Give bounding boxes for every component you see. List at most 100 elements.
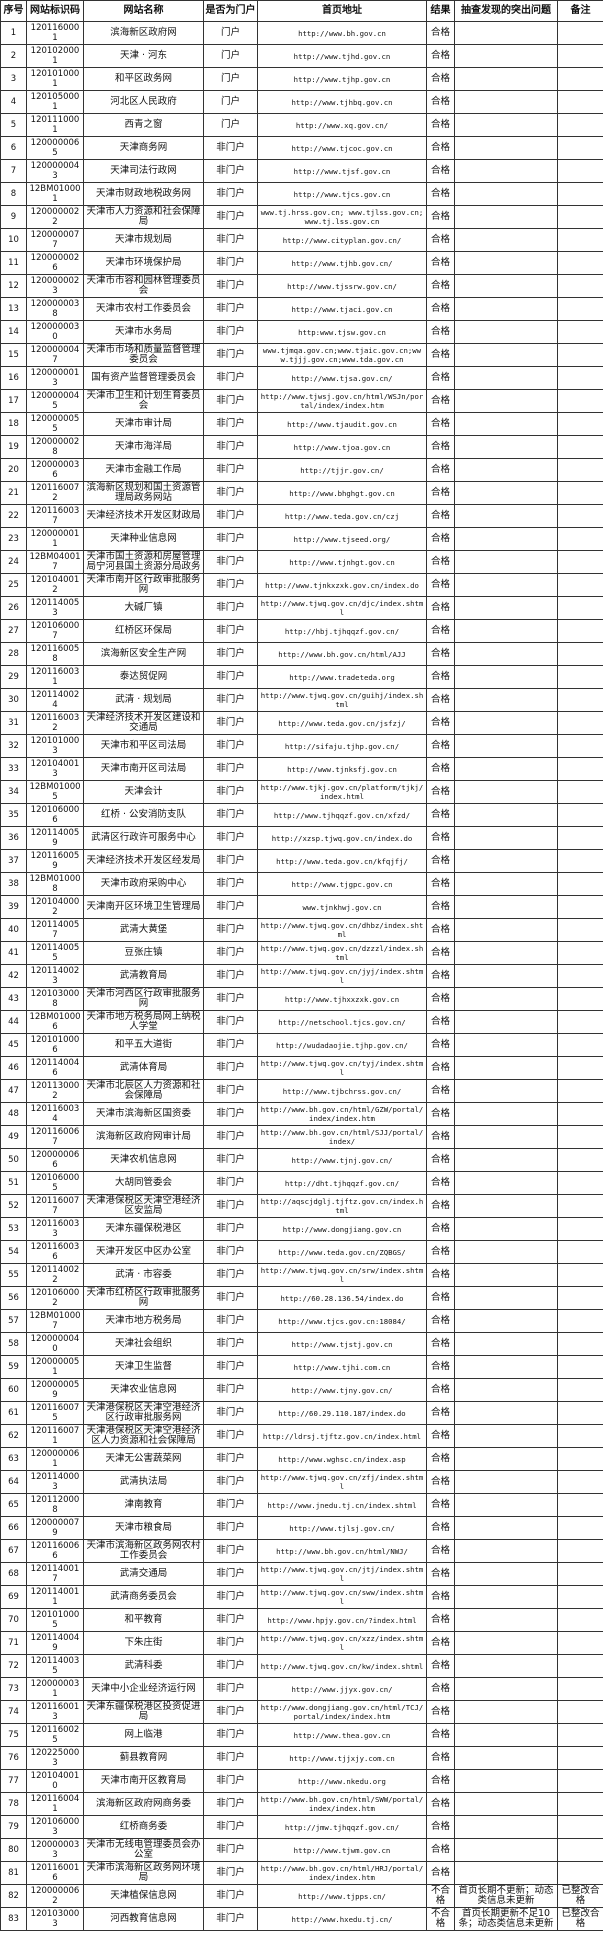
homepage-url: http://www.tjwq.gov.cn/jtj/index.shtml bbox=[257, 1562, 427, 1586]
homepage-url: http://www.tjwq.gov.cn/dhbz/index.shtml bbox=[257, 918, 427, 942]
result: 合格 bbox=[426, 458, 455, 482]
issues bbox=[454, 435, 558, 459]
homepage-url: http://www.tjoa.gov.cn bbox=[257, 435, 427, 459]
site-name: 河西教育信息网 bbox=[83, 1907, 204, 1931]
homepage-url: http://www.tjwq.gov.cn/jyj/index.shtml bbox=[257, 964, 427, 988]
portal-type: 非门户 bbox=[203, 1056, 258, 1080]
site-code: 1201040010 bbox=[26, 1769, 84, 1793]
remarks bbox=[557, 205, 603, 229]
site-code: 1201010006 bbox=[26, 1033, 84, 1057]
row-number: 14 bbox=[0, 320, 27, 344]
table-row: 13 1200000038 天津市农村工作委员会 非门户 http://www.tjac… bbox=[0, 297, 603, 321]
portal-type: 非门户 bbox=[203, 1723, 258, 1747]
remarks bbox=[557, 1769, 603, 1793]
site-code: 12BM010001 bbox=[26, 182, 84, 206]
remarks bbox=[557, 803, 603, 827]
issues bbox=[454, 1631, 558, 1655]
remarks bbox=[557, 596, 603, 620]
homepage-url: http://www.tjwq.gov.cn/djc/index.shtml bbox=[257, 596, 427, 620]
row-number: 70 bbox=[0, 1608, 27, 1632]
homepage-url: http://www.tjnj.gov.cn/ bbox=[257, 1148, 427, 1172]
issues bbox=[454, 1056, 558, 1080]
site-code: 1200000026 bbox=[26, 251, 84, 275]
result: 合格 bbox=[426, 1056, 455, 1080]
remarks bbox=[557, 159, 603, 183]
portal-type: 非门户 bbox=[203, 803, 258, 827]
row-number: 43 bbox=[0, 987, 27, 1011]
row-number: 55 bbox=[0, 1263, 27, 1287]
remarks bbox=[557, 987, 603, 1011]
remarks bbox=[557, 297, 603, 321]
table-row: 31 1201160032 天津经济技术开发区建设和交通局 非门户 http://www… bbox=[0, 711, 603, 735]
homepage-url: http://hbj.tjhqqzf.gov.cn/ bbox=[257, 619, 427, 643]
issues bbox=[454, 1654, 558, 1678]
remarks bbox=[557, 481, 603, 505]
site-code: 1201160033 bbox=[26, 1217, 84, 1241]
result: 合格 bbox=[426, 1539, 455, 1563]
table-row: 5 1201110001 西青之窗 门户 http://www.xq.gov.cn/合格 bbox=[0, 113, 603, 137]
issues bbox=[454, 550, 558, 574]
table-row: 46 1201140046 武清体育局 非门户 http://www.tjwq.gov.… bbox=[0, 1056, 603, 1080]
col-header-remarks: 备注 bbox=[557, 0, 603, 22]
homepage-url: http://www.tjkj.gov.cn/platform/tjkj/ind… bbox=[257, 780, 427, 804]
result: 合格 bbox=[426, 1447, 455, 1471]
table-row: 41 1201140055 豆张庄镇 非门户 http://www.tjwq.gov.c… bbox=[0, 941, 603, 965]
portal-type: 非门户 bbox=[203, 1010, 258, 1034]
site-code: 1201060006 bbox=[26, 803, 84, 827]
table-row: 78 1201160041 滨海新区政府网商务委 非门户 http://www.bh.g… bbox=[0, 1792, 603, 1816]
site-name: 天津会计 bbox=[83, 780, 204, 804]
site-code: 12BM010007 bbox=[26, 1309, 84, 1333]
portal-type: 非门户 bbox=[203, 205, 258, 229]
result: 合格 bbox=[426, 895, 455, 919]
site-code: 1200000022 bbox=[26, 205, 84, 229]
table-row: 32 1201010003 天津市和平区司法局 非门户 http://sifaju.tj… bbox=[0, 734, 603, 758]
site-code: 1201050001 bbox=[26, 90, 84, 114]
homepage-url: http://www.bh.gov.cn/html/GZW/portal/ind… bbox=[257, 1102, 427, 1126]
site-name: 滨海新区规划和国土资源管理局政务网站 bbox=[83, 481, 204, 505]
portal-type: 非门户 bbox=[203, 1309, 258, 1333]
site-name: 天津无公害蔬菜网 bbox=[83, 1447, 204, 1471]
remarks bbox=[557, 1424, 603, 1448]
site-code: 1201160059 bbox=[26, 849, 84, 873]
remarks bbox=[557, 1631, 603, 1655]
remarks bbox=[557, 1286, 603, 1310]
issues bbox=[454, 251, 558, 275]
issues bbox=[454, 619, 558, 643]
site-code: 1201160077 bbox=[26, 1194, 84, 1218]
table-row: 29 1201160031 泰达贸促网 非门户 http://www.tradeteda… bbox=[0, 665, 603, 689]
homepage-url: http://www.tjwq.gov.cn/tyj/index.shtml bbox=[257, 1056, 427, 1080]
result: 合格 bbox=[426, 251, 455, 275]
portal-type: 非门户 bbox=[203, 1815, 258, 1839]
result: 合格 bbox=[426, 987, 455, 1011]
site-name: 武清交通局 bbox=[83, 1562, 204, 1586]
homepage-url: http://www.tjwq.gov.cn/kw/index.shtml bbox=[257, 1654, 427, 1678]
remarks bbox=[557, 780, 603, 804]
result: 合格 bbox=[426, 1792, 455, 1816]
issues bbox=[454, 504, 558, 528]
site-code: 1200000011 bbox=[26, 527, 84, 551]
homepage-url: http://www.teda.gov.cn/kfqjfj/ bbox=[257, 849, 427, 873]
site-code: 1201040013 bbox=[26, 757, 84, 781]
homepage-url: http://www.tjhd.gov.cn bbox=[257, 44, 427, 68]
result: 合格 bbox=[426, 1263, 455, 1287]
site-code: 1200000038 bbox=[26, 297, 84, 321]
site-name: 天津市滨海新区政务网环境局 bbox=[83, 1861, 204, 1885]
issues bbox=[454, 205, 558, 229]
site-name: 天津经济技术开发区财政局 bbox=[83, 504, 204, 528]
issues bbox=[454, 1286, 558, 1310]
remarks bbox=[557, 21, 603, 45]
row-number: 57 bbox=[0, 1309, 27, 1333]
result: 合格 bbox=[426, 1401, 455, 1425]
site-code: 1201020001 bbox=[26, 44, 84, 68]
issues bbox=[454, 1677, 558, 1701]
homepage-url: http://60.28.136.54/index.do bbox=[257, 1286, 427, 1310]
site-name: 武清 · 市容委 bbox=[83, 1263, 204, 1287]
remarks bbox=[557, 366, 603, 390]
table-row: 8 12BM010001 天津市财政地税政务网 非门户 http://www.tjcs.… bbox=[0, 182, 603, 206]
row-number: 74 bbox=[0, 1700, 27, 1724]
issues bbox=[454, 1792, 558, 1816]
site-name: 天津商务网 bbox=[83, 136, 204, 160]
portal-type: 非门户 bbox=[203, 1493, 258, 1517]
site-name: 河北区人民政府 bbox=[83, 90, 204, 114]
